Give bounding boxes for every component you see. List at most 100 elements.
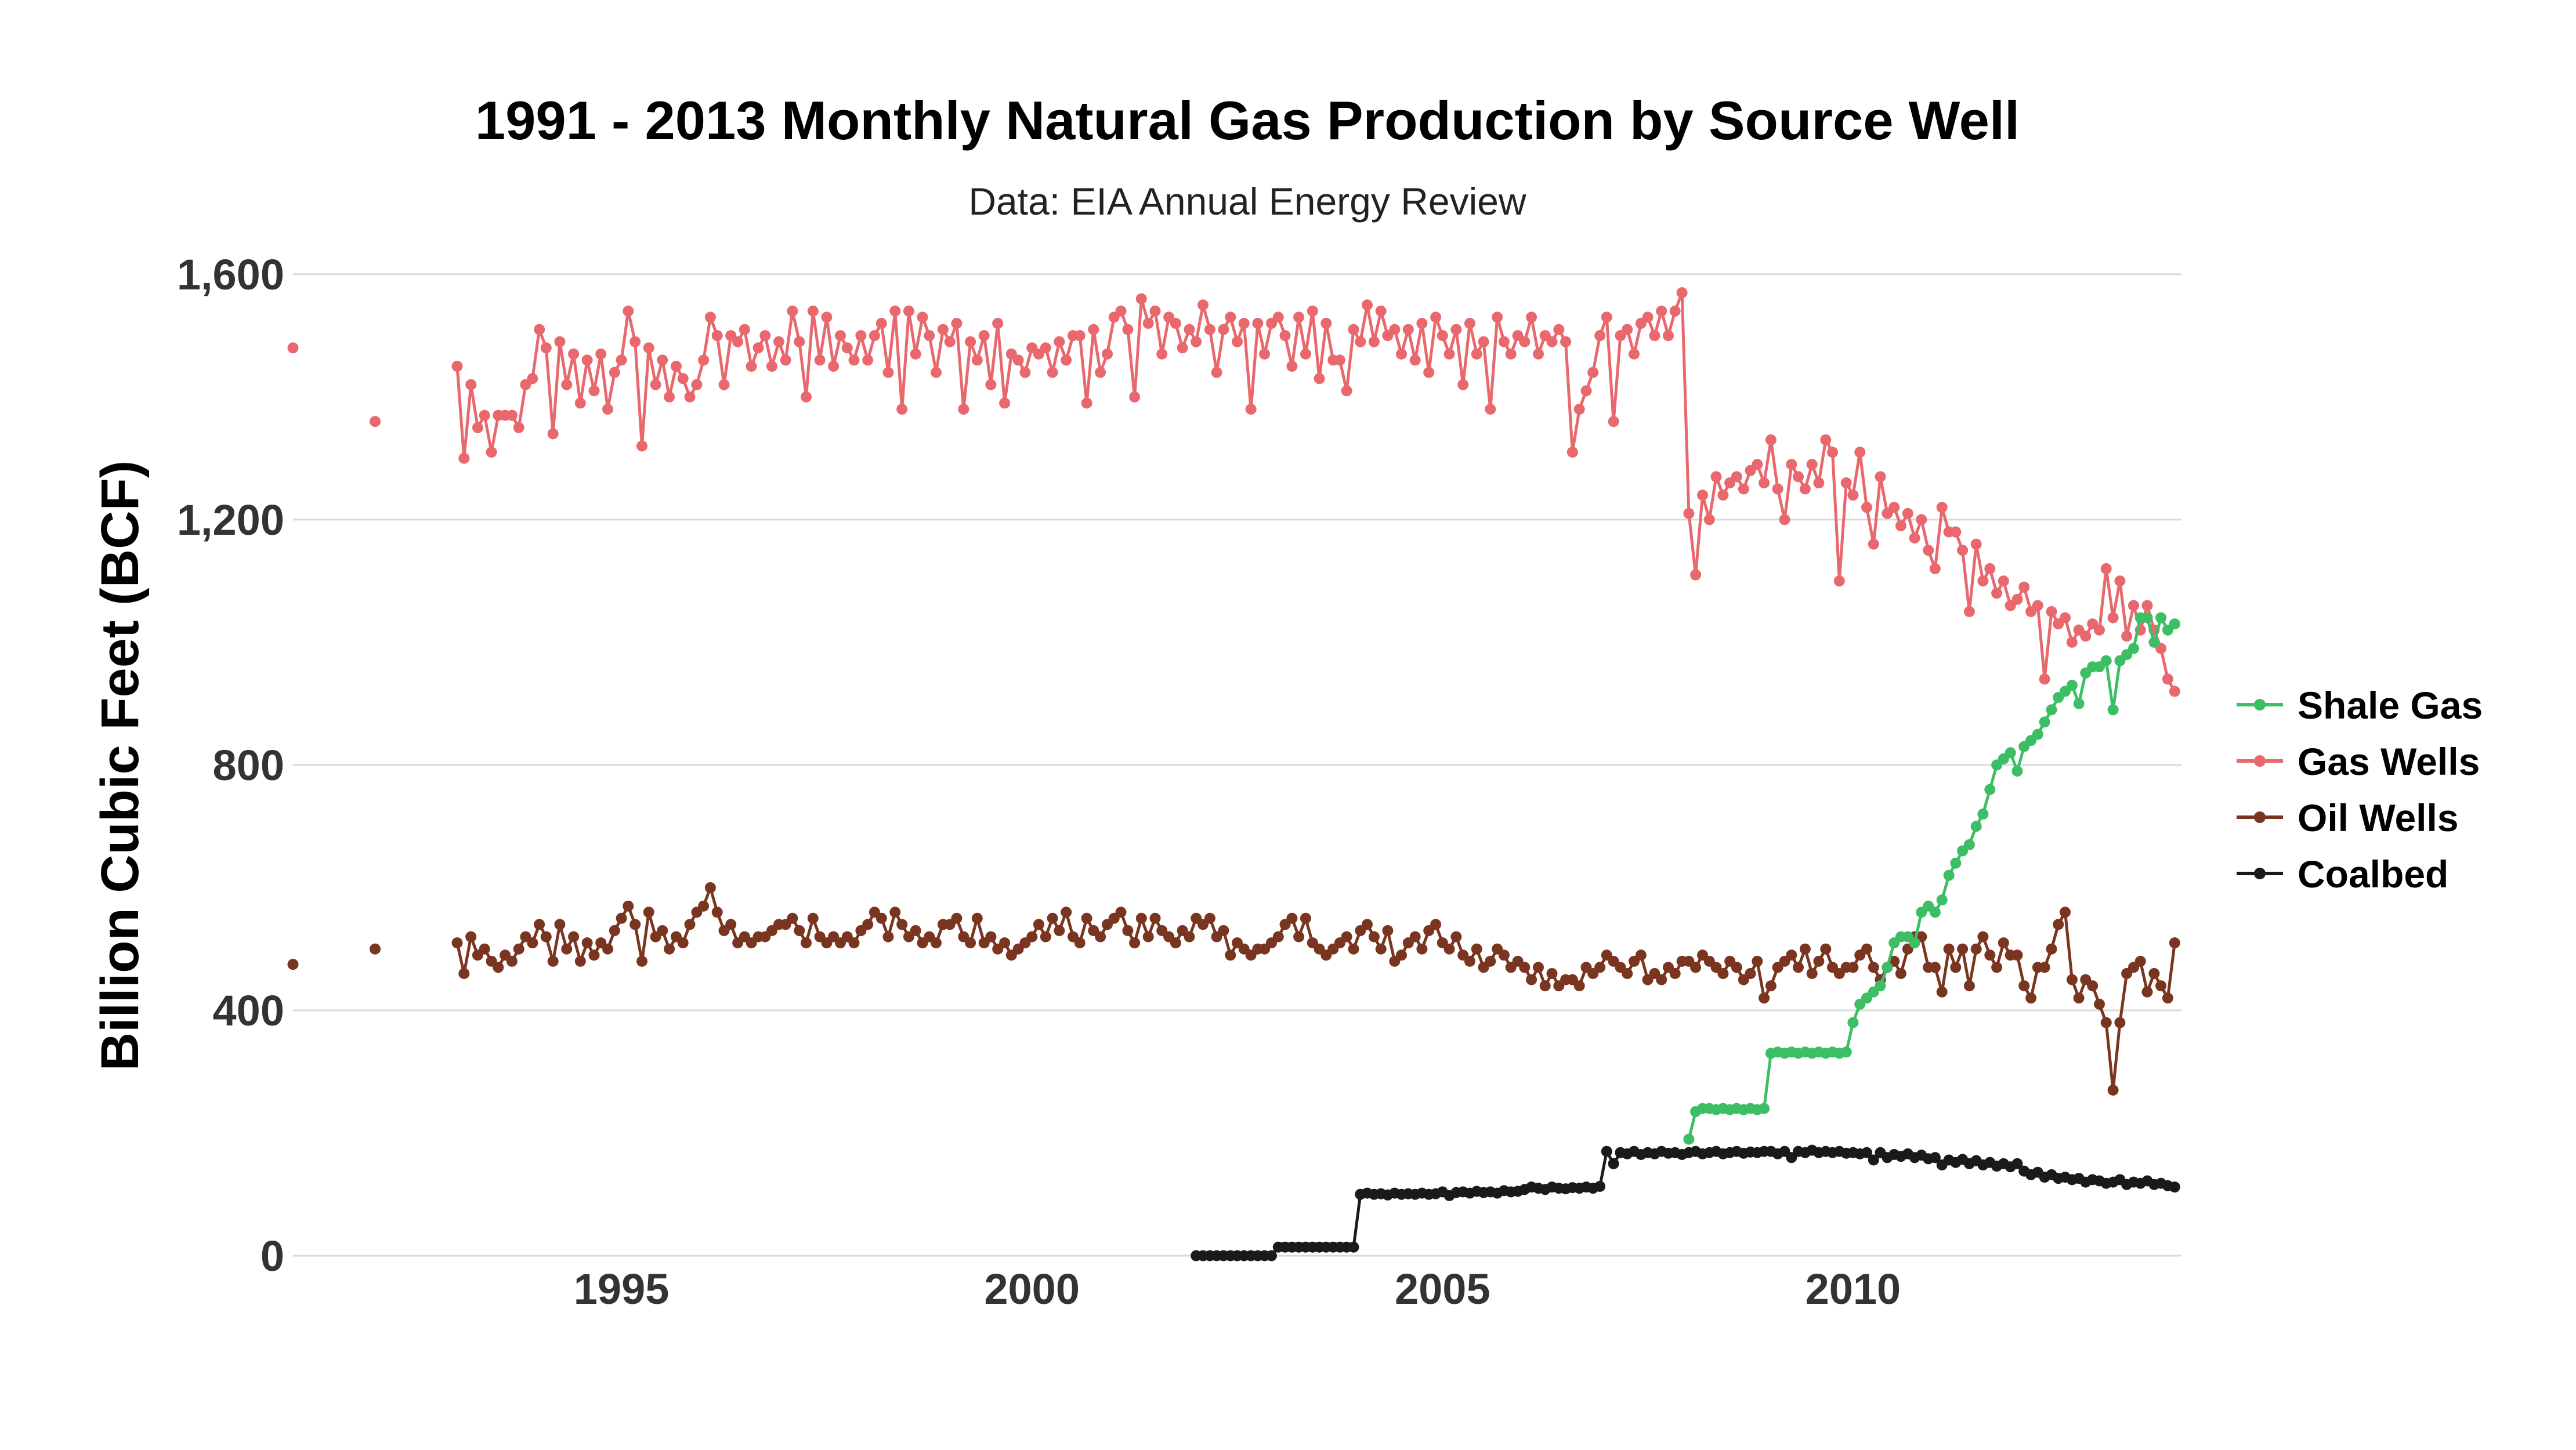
data-point-gas-wells: [766, 361, 777, 372]
data-point-oil-wells: [1061, 907, 1072, 918]
data-point-oil-wells: [1970, 943, 1982, 955]
data-point-gas-wells: [1054, 336, 1065, 347]
data-point-shale-gas: [2148, 636, 2160, 648]
x-tick-label: 2005: [1395, 1265, 1490, 1313]
data-point-oil-wells: [1081, 912, 1092, 924]
data-point-gas-wells: [1656, 305, 1667, 317]
data-point-shale-gas: [1840, 1046, 1852, 1058]
data-point-oil-wells: [1450, 931, 1462, 942]
data-point-gas-wells: [1423, 367, 1435, 378]
data-point-oil-wells: [1135, 912, 1147, 924]
data-point-oil-wells: [1813, 955, 1825, 967]
data-point-gas-wells: [1396, 348, 1407, 360]
data-point-oil-wells: [1868, 962, 1879, 973]
y-tick-label: 1,200: [177, 496, 284, 544]
data-point-gas-wells: [1389, 324, 1401, 335]
data-point-gas-wells: [636, 440, 647, 452]
data-point-gas-wells: [568, 348, 580, 360]
data-point-gas-wells: [718, 379, 730, 390]
data-point-gas-wells: [1676, 287, 1688, 299]
x-tick-label: 2000: [984, 1265, 1080, 1313]
data-point-gas-wells: [752, 342, 764, 354]
data-point-oil-wells: [1731, 962, 1742, 973]
data-point-gas-wells: [1225, 311, 1236, 323]
data-point-oil-wells: [1519, 962, 1531, 973]
data-point-gas-wells: [801, 391, 812, 403]
data-point-gas-wells: [1813, 477, 1825, 488]
data-point-oil-wells: [1409, 931, 1421, 942]
legend-label-oil-wells: Oil Wells: [2298, 796, 2459, 839]
data-point-gas-wells: [1984, 563, 1996, 574]
data-point-shale-gas: [2032, 728, 2043, 740]
data-point-oil-wells: [910, 925, 921, 936]
data-point-oil-wells: [609, 925, 620, 936]
data-point-gas-wells: [677, 373, 689, 385]
data-point-gas-wells: [1061, 354, 1072, 366]
legend-label-coalbed: Coalbed: [2298, 853, 2448, 896]
data-point-oil-wells: [2134, 955, 2146, 967]
series-line-coalbed: [1196, 1148, 2175, 1257]
data-point-gas-wells: [1293, 311, 1305, 323]
data-point-gas-wells: [2141, 600, 2153, 611]
data-point-oil-wells: [623, 900, 634, 912]
data-point-gas-wells: [1957, 545, 1969, 556]
legend-label-gas-wells: Gas Wells: [2298, 740, 2480, 783]
data-point-oil-wells: [882, 931, 894, 942]
data-point-gas-wells: [704, 311, 716, 323]
data-point-oil-wells: [875, 912, 887, 924]
data-point-gas-wells: [1177, 342, 1188, 354]
data-point-gas-wells: [1450, 324, 1462, 335]
data-point-gas-wells: [554, 336, 566, 347]
data-point-oil-wells: [704, 882, 716, 893]
chart-title: 1991 - 2013 Monthly Natural Gas Producti…: [475, 90, 2020, 151]
data-point-gas-wells: [1868, 538, 1879, 550]
data-point-gas-wells: [773, 336, 784, 347]
data-point-shale-gas: [1984, 784, 1996, 795]
data-point-gas-wells: [1375, 305, 1387, 317]
data-point-gas-wells: [1519, 336, 1531, 347]
y-tick-label: 0: [261, 1232, 284, 1280]
data-point-oil-wells: [684, 919, 696, 930]
data-point-gas-wells: [1710, 471, 1722, 483]
data-point-gas-wells: [2162, 673, 2173, 685]
data-point-oil-wells: [1142, 931, 1154, 942]
data-point-oil-wells: [1977, 931, 1989, 942]
data-point-oil-wells: [465, 931, 477, 942]
data-point-shale-gas: [2128, 643, 2139, 654]
legend: Shale Gas Gas Wells Oil Wells Coalbed: [2237, 684, 2483, 896]
data-point-oil-wells: [1464, 955, 1475, 967]
legend-marker-coalbed: [2254, 868, 2266, 879]
data-point-oil-wells: [965, 937, 976, 949]
x-tick-label: 1995: [574, 1265, 670, 1313]
data-point-oil-wells: [479, 943, 490, 955]
data-point-gas-wells: [1820, 434, 1832, 445]
data-point-gas-wells: [1156, 348, 1168, 360]
data-point-gas-wells: [506, 409, 518, 421]
data-point-oil-wells: [1341, 931, 1352, 942]
data-point-gas-wells: [1669, 305, 1681, 317]
data-point-oil-wells: [534, 919, 545, 930]
data-point-gas-wells: [1752, 459, 1763, 470]
data-point-gas-wells: [657, 354, 668, 366]
data-point-gas-wells: [1765, 434, 1777, 445]
data-point-gas-wells: [1443, 348, 1455, 360]
data-point-gas-wells: [1197, 299, 1209, 311]
data-point-shale-gas: [2169, 618, 2180, 630]
data-point-shale-gas: [1963, 839, 1975, 850]
data-point-shale-gas: [2005, 747, 2016, 759]
data-point-coalbed: [1861, 1147, 1872, 1158]
data-point-gas-wells: [1368, 336, 1380, 347]
data-point-oil-wells: [1594, 962, 1606, 973]
legend-item-shale-gas: Shale Gas: [2237, 684, 2483, 727]
data-point-coalbed: [1601, 1146, 1612, 1157]
data-point-gas-wells: [2094, 624, 2105, 636]
data-point-shale-gas: [1875, 980, 1886, 992]
data-point-gas-wells: [1485, 404, 1496, 415]
data-point-gas-wells: [787, 305, 798, 317]
series-line-oil-wells: [455, 886, 2176, 1092]
data-point-gas-wells: [739, 324, 750, 335]
data-point-oil-wells: [1622, 968, 1633, 979]
data-point-oil-wells: [862, 919, 874, 930]
data-point-gas-wells: [814, 354, 826, 366]
